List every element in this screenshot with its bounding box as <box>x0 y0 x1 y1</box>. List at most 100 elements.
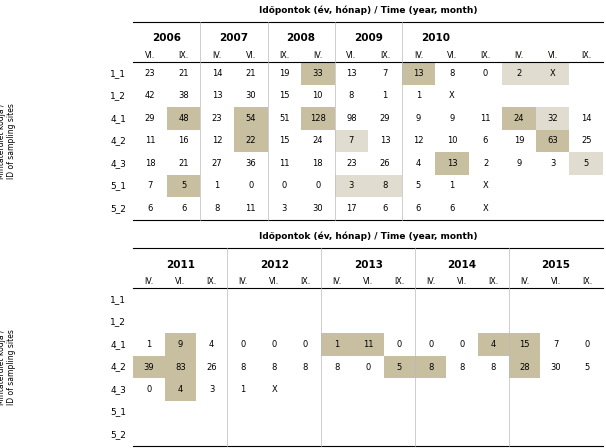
Text: IX.: IX. <box>279 51 290 60</box>
Text: 4: 4 <box>416 159 421 168</box>
Text: VI.: VI. <box>447 51 457 60</box>
Text: 16: 16 <box>178 136 189 145</box>
Bar <box>368 175 402 197</box>
Text: IX.: IX. <box>380 51 390 60</box>
Text: 13: 13 <box>346 69 357 78</box>
Bar <box>536 129 570 152</box>
Text: 7: 7 <box>348 136 354 145</box>
Text: 18: 18 <box>145 159 155 168</box>
Bar <box>435 152 469 175</box>
Text: 2009: 2009 <box>354 33 382 43</box>
Text: 98: 98 <box>346 114 357 123</box>
Text: 7: 7 <box>553 340 559 349</box>
Text: 8: 8 <box>449 69 454 78</box>
Text: IV.: IV. <box>414 51 423 60</box>
Text: 8: 8 <box>215 204 220 213</box>
Text: VI.: VI. <box>269 277 279 286</box>
Text: 4_2: 4_2 <box>110 362 126 371</box>
Text: 8: 8 <box>459 362 465 371</box>
Text: VI.: VI. <box>457 277 467 286</box>
Text: 4: 4 <box>178 385 183 394</box>
Text: 26: 26 <box>206 362 217 371</box>
Text: 1_2: 1_2 <box>110 91 126 100</box>
Text: 6: 6 <box>181 204 186 213</box>
Text: 2006: 2006 <box>152 33 181 43</box>
Text: 4: 4 <box>491 340 496 349</box>
Text: 42: 42 <box>145 91 155 100</box>
Text: 0: 0 <box>365 362 371 371</box>
Text: 15: 15 <box>279 91 290 100</box>
Text: 0: 0 <box>303 340 308 349</box>
Text: 30: 30 <box>245 91 256 100</box>
Text: IX.: IX. <box>488 277 499 286</box>
Text: 1_1: 1_1 <box>110 69 126 78</box>
Text: 19: 19 <box>279 69 290 78</box>
Text: 13: 13 <box>413 69 424 78</box>
Text: 30: 30 <box>551 362 561 371</box>
Text: 25: 25 <box>581 136 591 145</box>
Text: 23: 23 <box>212 114 222 123</box>
Bar <box>165 333 196 356</box>
Text: 1: 1 <box>241 385 245 394</box>
Text: IX.: IX. <box>481 51 491 60</box>
Text: 8: 8 <box>271 362 277 371</box>
Text: X: X <box>483 181 488 190</box>
Text: 8: 8 <box>428 362 433 371</box>
Text: 11: 11 <box>481 114 491 123</box>
Bar <box>301 62 335 85</box>
Text: 14: 14 <box>212 69 222 78</box>
Text: 51: 51 <box>279 114 290 123</box>
Text: 0: 0 <box>483 69 488 78</box>
Bar <box>165 378 196 401</box>
Text: 2008: 2008 <box>287 33 316 43</box>
Text: 1: 1 <box>215 181 220 190</box>
Text: 33: 33 <box>313 69 323 78</box>
Text: Mintaterület kódja /
ID of sampling sites: Mintaterület kódja / ID of sampling site… <box>0 329 16 405</box>
Text: IV.: IV. <box>514 51 524 60</box>
Text: 4_1: 4_1 <box>110 114 126 123</box>
Text: 5: 5 <box>397 362 402 371</box>
Text: X: X <box>271 385 277 394</box>
Text: 13: 13 <box>447 159 458 168</box>
Text: 6: 6 <box>147 204 153 213</box>
Text: 8: 8 <box>382 181 388 190</box>
Bar <box>384 356 415 378</box>
Text: 13: 13 <box>379 136 390 145</box>
Bar <box>353 333 384 356</box>
Text: 0: 0 <box>248 181 253 190</box>
Text: 8: 8 <box>348 91 354 100</box>
Bar <box>301 107 335 129</box>
Text: 2007: 2007 <box>219 33 248 43</box>
Text: 3: 3 <box>550 159 555 168</box>
Text: 6: 6 <box>416 204 421 213</box>
Text: 5: 5 <box>181 181 186 190</box>
Text: VI.: VI. <box>175 277 185 286</box>
Text: 0: 0 <box>459 340 465 349</box>
Text: 5_1: 5_1 <box>110 181 126 190</box>
Text: 4: 4 <box>209 340 214 349</box>
Bar <box>478 333 509 356</box>
Text: 21: 21 <box>245 69 256 78</box>
Text: VI.: VI. <box>346 51 356 60</box>
Text: IX.: IX. <box>301 277 311 286</box>
Bar <box>133 356 165 378</box>
Text: 13: 13 <box>212 91 222 100</box>
Bar <box>234 129 267 152</box>
Bar <box>570 152 603 175</box>
Text: IV.: IV. <box>213 51 222 60</box>
Bar <box>536 62 570 85</box>
Text: 0: 0 <box>585 340 590 349</box>
Text: 63: 63 <box>547 136 558 145</box>
Text: 24: 24 <box>514 114 524 123</box>
Text: 9: 9 <box>516 159 522 168</box>
Text: 29: 29 <box>145 114 155 123</box>
Text: 6: 6 <box>382 204 388 213</box>
Text: 21: 21 <box>178 159 189 168</box>
Text: 28: 28 <box>519 362 530 371</box>
Text: 1: 1 <box>416 91 421 100</box>
Bar <box>234 107 267 129</box>
Text: 30: 30 <box>313 204 323 213</box>
Text: 8: 8 <box>240 362 245 371</box>
Text: 18: 18 <box>313 159 323 168</box>
Text: 6: 6 <box>449 204 454 213</box>
